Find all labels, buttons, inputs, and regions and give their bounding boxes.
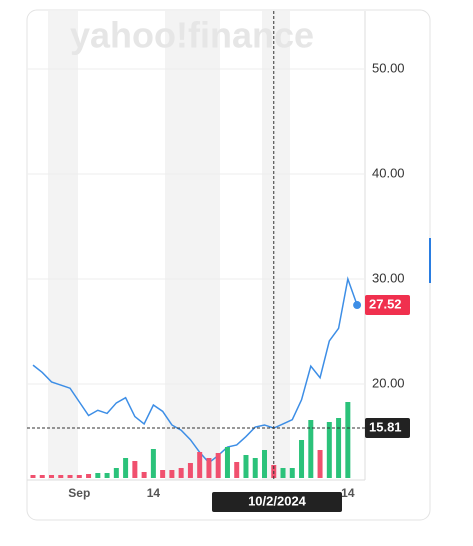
volume-bar [224,447,230,478]
watermark: yahoo!finance [70,15,314,56]
volume-bar [262,450,267,478]
volume-bar [289,468,295,478]
volume-bar [178,468,184,478]
volume-bar [215,453,221,478]
crosshair-date: 10/2/2024 [248,493,307,508]
volume-bar [326,422,332,478]
crosshair-value-box [365,418,410,439]
y-tick-label: 40.00 [372,165,405,180]
volume-bar [123,458,129,478]
y-tick-label: 30.00 [372,270,405,285]
volume-bar [113,468,119,478]
volume-bar [252,458,258,478]
volume-bar [58,475,64,478]
card [26,9,431,521]
y-tick-label: 50.00 [372,60,405,75]
x-tick-label: Sep [68,486,90,500]
volume-bar [95,473,101,478]
volume-bar [104,473,110,478]
volume-bar [336,418,342,478]
volume-bar [243,455,249,478]
volume-bar [280,468,286,478]
crosshair-date-box [212,492,342,512]
last-price-dot [353,301,362,310]
last-price-box [365,295,410,316]
last-price-label: 27.52 [369,296,402,311]
crosshair-value: 15.81 [369,419,402,434]
x-tick-label: 14 [341,486,355,500]
shade [165,11,220,480]
volume-bar [160,470,166,478]
shade [262,11,290,480]
volume-bar [49,475,55,478]
x-tick-label: 14 [147,486,161,500]
price-line [32,276,358,464]
volume-bar [234,462,240,478]
volume-bar [169,470,175,478]
volume-bar [76,475,82,478]
volume-bar [30,475,36,478]
volume-bar [39,475,45,478]
volume-bar [317,450,323,478]
volume-bar [299,440,305,478]
volume-bar [206,458,212,478]
volume-bar [150,449,156,478]
volume-bar [187,463,193,478]
volume-bar [141,472,147,478]
volume-bar [132,461,138,478]
volume-bar [197,452,203,478]
shade [48,11,78,480]
volume-bar [345,402,351,478]
volume-bar [308,420,314,478]
volume-bar [86,474,92,478]
y-tick-label: 20.00 [372,375,405,390]
volume-bar [67,475,73,478]
